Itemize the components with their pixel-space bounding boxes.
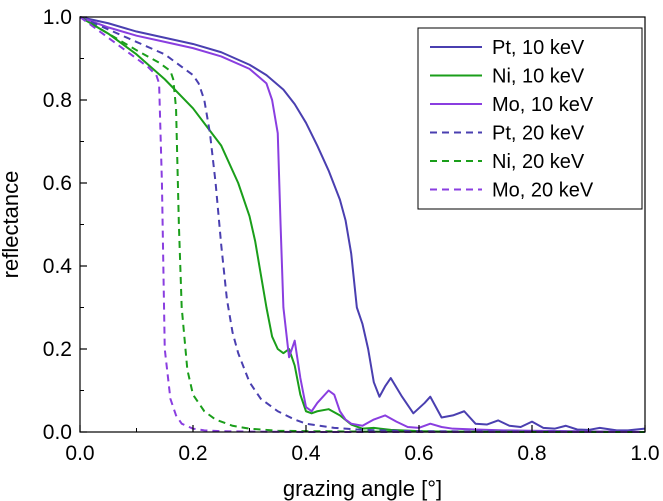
y-tick-label: 0.2 — [43, 338, 72, 361]
y-tick-label: 0.8 — [43, 89, 72, 112]
legend-label: Ni, 10 keV — [492, 66, 585, 88]
x-tick-label: 0.2 — [178, 442, 207, 465]
legend-label: Pt, 10 keV — [492, 37, 585, 59]
y-axis-label: reflectance — [0, 171, 23, 279]
plot-curves — [79, 16, 646, 433]
legend-label: Ni, 20 keV — [492, 151, 585, 173]
x-tick-label: 0.6 — [404, 442, 433, 465]
legend: Pt, 10 keV Ni, 10 keV Mo, 10 keV Pt, 20 keV… — [417, 27, 643, 210]
x-tick-label: 1.0 — [630, 442, 659, 465]
y-axis-ticks: 0.0 0.2 0.4 0.6 0.8 1.0 — [43, 6, 87, 444]
y-tick-label: 0.4 — [43, 255, 73, 278]
series-line-4 — [79, 16, 646, 433]
legend-box — [417, 27, 643, 210]
legend-label: Pt, 20 keV — [492, 123, 585, 145]
y-tick-label: 1.0 — [43, 6, 72, 29]
x-axis-label: grazing angle [°] — [283, 476, 442, 501]
x-tick-label: 0.0 — [65, 442, 94, 465]
x-axis-ticks: 0.0 0.2 0.4 0.6 0.8 1.0 — [65, 425, 660, 465]
series-line-1 — [79, 16, 646, 433]
x-tick-label: 0.8 — [517, 442, 546, 465]
y-tick-label: 0.0 — [43, 421, 72, 444]
x-tick-label: 0.4 — [291, 442, 321, 465]
y-tick-label: 0.6 — [43, 172, 72, 195]
legend-label: Mo, 20 keV — [492, 180, 594, 202]
series-line-0 — [79, 16, 646, 432]
legend-label: Mo, 10 keV — [492, 94, 594, 116]
series-line-2 — [79, 16, 646, 433]
series-line-5 — [79, 16, 645, 433]
